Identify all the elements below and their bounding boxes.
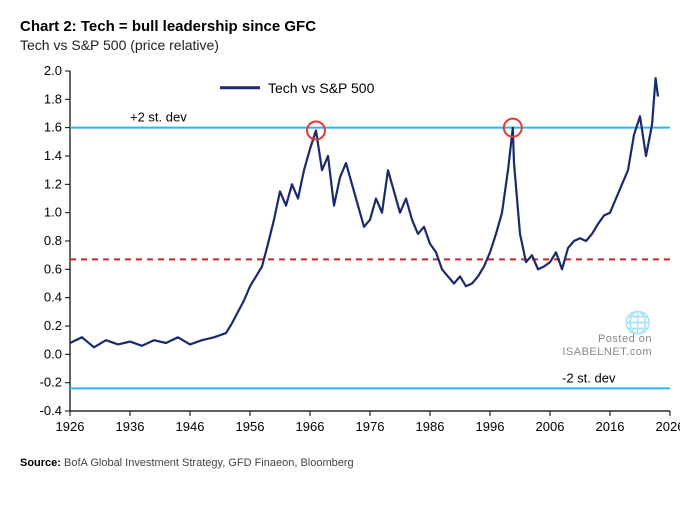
svg-text:-2 st. dev: -2 st. dev	[562, 370, 616, 385]
svg-text:1926: 1926	[56, 419, 85, 434]
line-chart: -0.4 -0.2 0.0 0.2 0.4 0.6 0.8 1.0 1.2 1.4 1.6 1.8 2.…	[20, 61, 680, 451]
svg-text:0.6: 0.6	[44, 261, 62, 276]
svg-text:1976: 1976	[356, 419, 385, 434]
source-line: Source: BofA Global Investment Strategy,…	[20, 457, 680, 469]
svg-text:2026: 2026	[656, 419, 680, 434]
svg-text:1966: 1966	[296, 419, 325, 434]
globe-icon: 🌐	[562, 310, 652, 336]
svg-text:1986: 1986	[416, 419, 445, 434]
svg-text:1936: 1936	[116, 419, 145, 434]
chart-area: -0.4 -0.2 0.0 0.2 0.4 0.6 0.8 1.0 1.2 1.4 1.6 1.8 2.…	[20, 61, 680, 451]
svg-text:2006: 2006	[536, 419, 565, 434]
svg-text:-0.2: -0.2	[40, 375, 62, 390]
svg-text:0.4: 0.4	[44, 290, 62, 305]
svg-text:0.8: 0.8	[44, 233, 62, 248]
svg-text:1946: 1946	[176, 419, 205, 434]
source-label: Source:	[20, 457, 61, 469]
watermark-line2: ISABELNET.com	[562, 346, 652, 358]
svg-text:0.2: 0.2	[44, 318, 62, 333]
svg-text:2.0: 2.0	[44, 63, 62, 78]
svg-text:1956: 1956	[236, 419, 265, 434]
svg-text:1.4: 1.4	[44, 148, 62, 163]
svg-text:-0.4: -0.4	[40, 403, 62, 418]
svg-text:0.0: 0.0	[44, 346, 62, 361]
svg-text:1.0: 1.0	[44, 205, 62, 220]
svg-text:2016: 2016	[596, 419, 625, 434]
svg-text:1.8: 1.8	[44, 91, 62, 106]
watermark: 🌐 Posted on ISABELNET.com	[562, 310, 652, 359]
chart-subtitle: Tech vs S&P 500 (price relative)	[20, 37, 680, 53]
source-text: BofA Global Investment Strategy, GFD Fin…	[64, 457, 354, 469]
svg-text:1.6: 1.6	[44, 120, 62, 135]
svg-text:1.2: 1.2	[44, 176, 62, 191]
svg-text:+2 st. dev: +2 st. dev	[130, 110, 187, 125]
svg-text:Tech vs S&P 500: Tech vs S&P 500	[268, 80, 375, 96]
svg-text:1996: 1996	[476, 419, 505, 434]
chart-title: Chart 2: Tech = bull leadership since GF…	[20, 18, 680, 35]
